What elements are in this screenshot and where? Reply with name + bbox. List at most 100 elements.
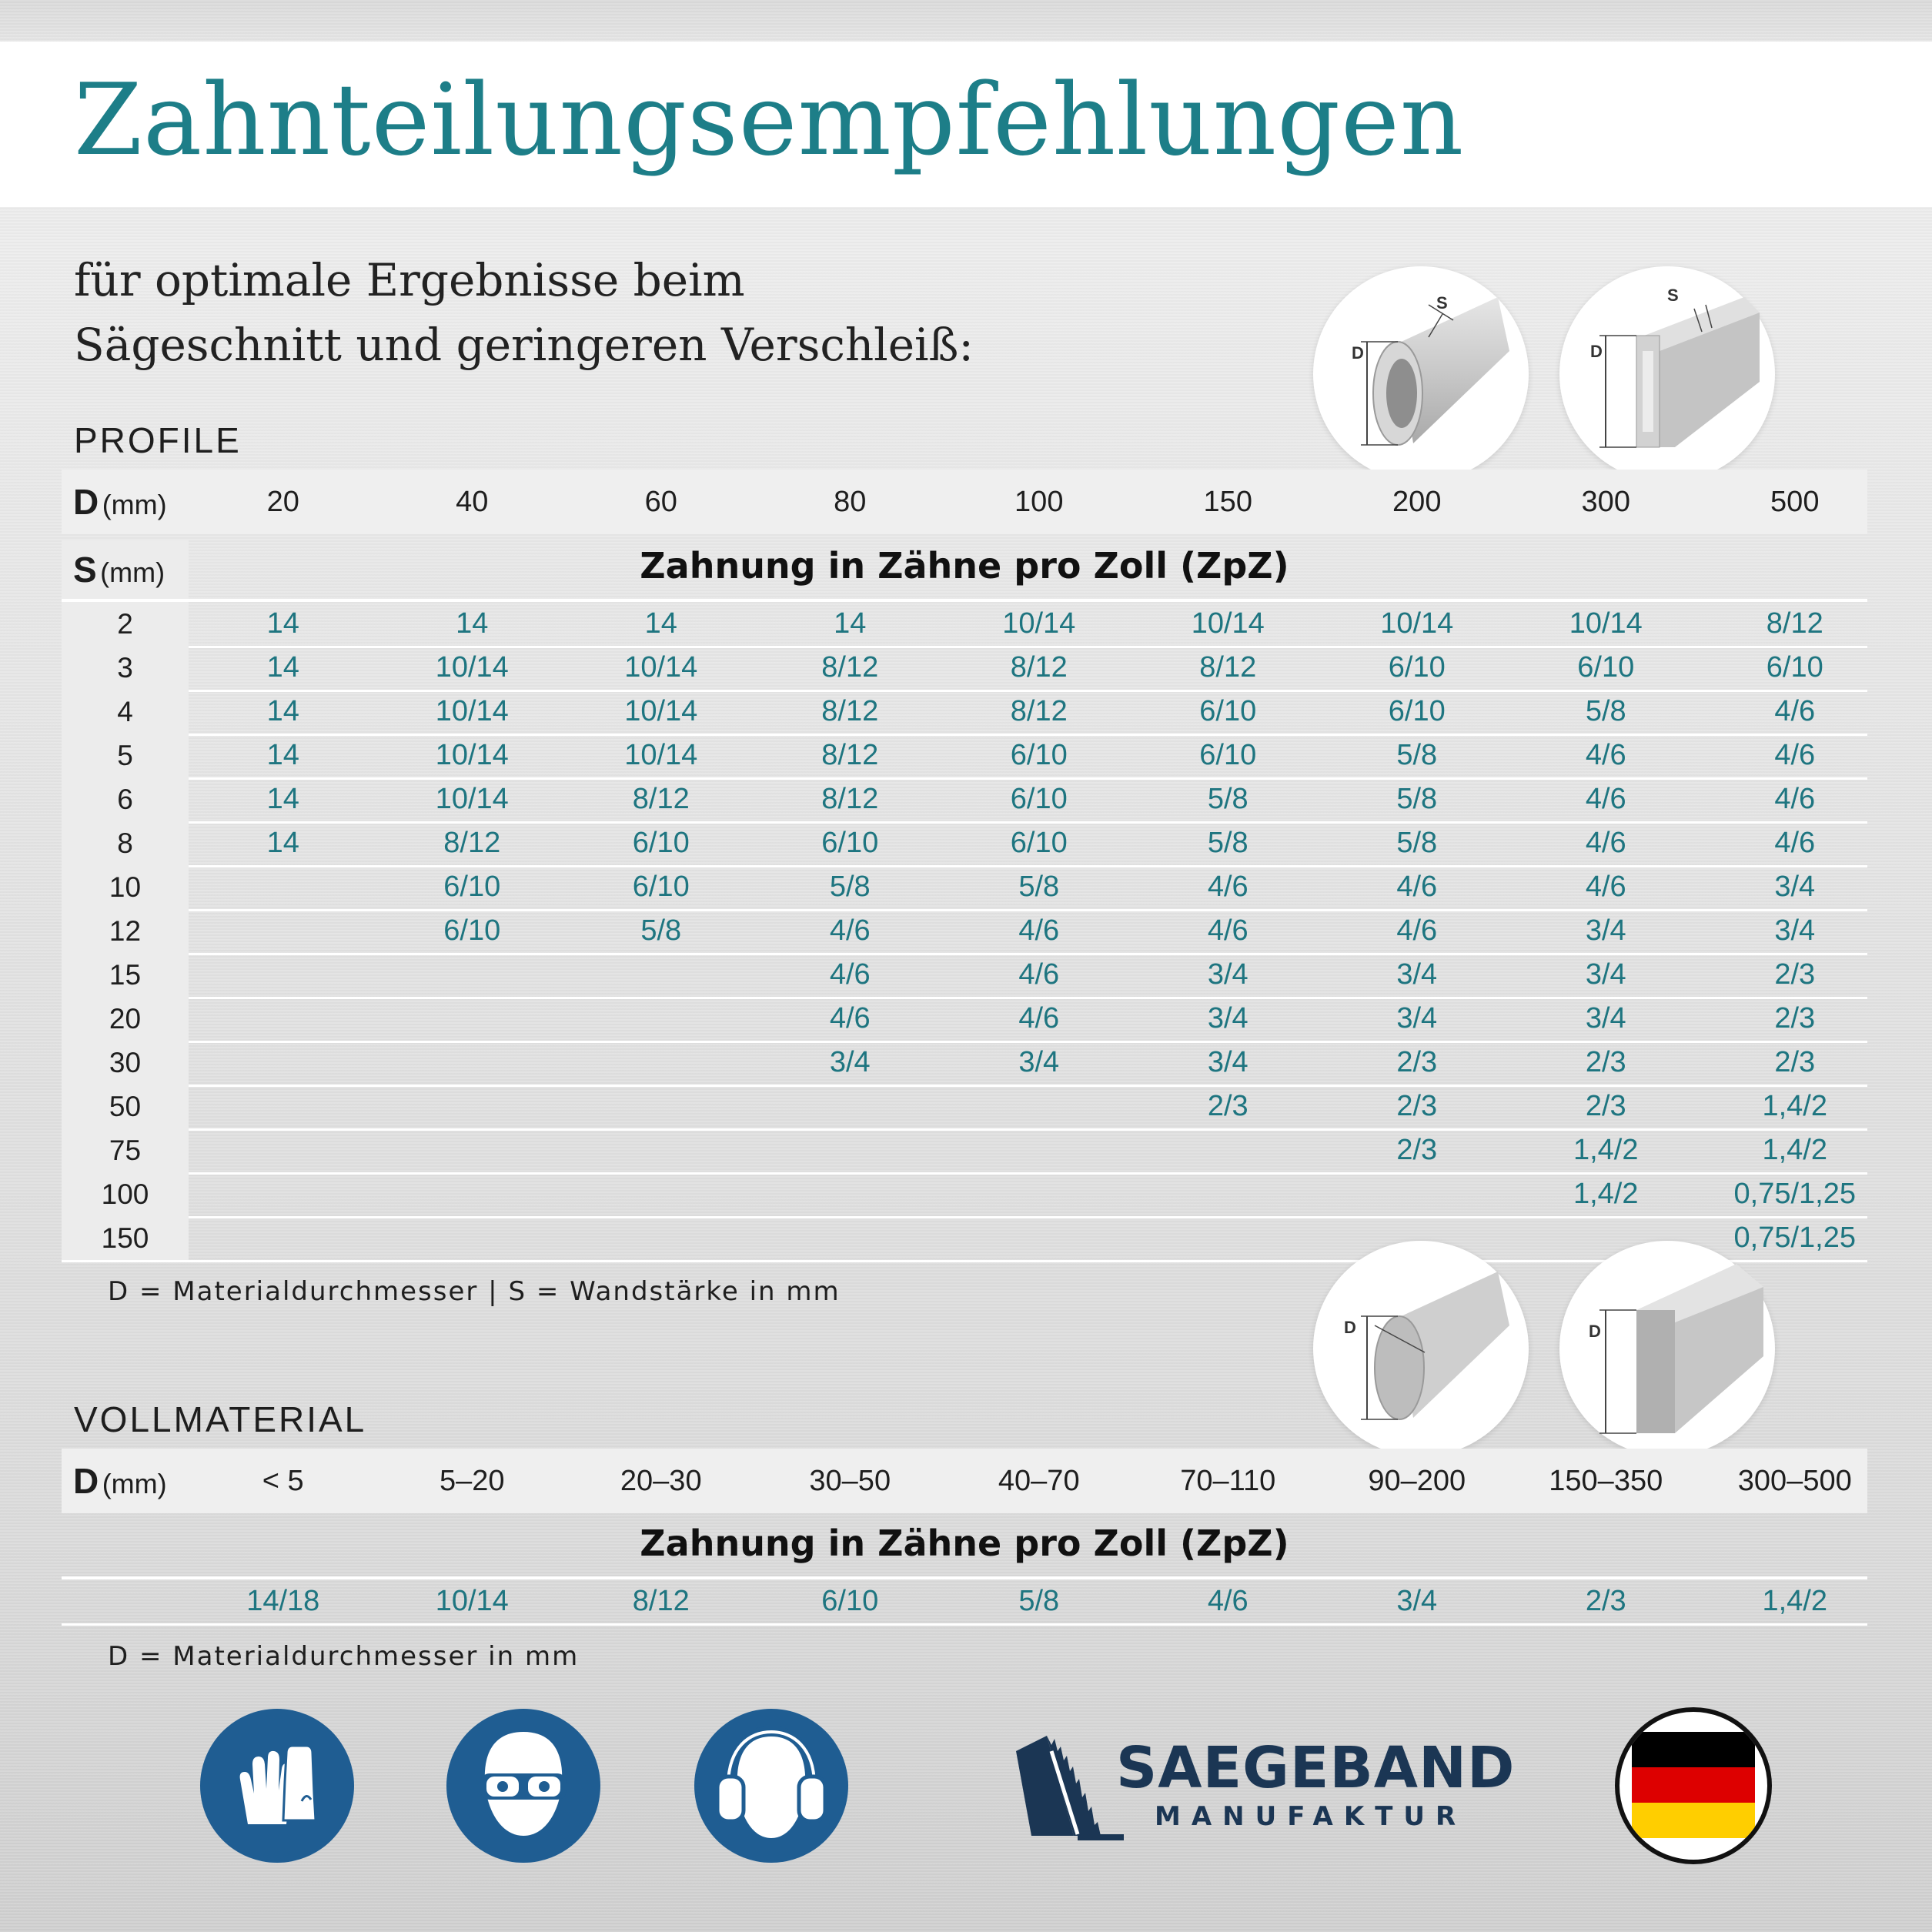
profile-d-value: 80 [834, 485, 867, 518]
zpz-value-cell: 0,75/1,25 [1733, 1222, 1856, 1254]
ibeam-profile-figure: D S [1559, 266, 1775, 482]
zpz-value-cell: 14 [266, 739, 299, 771]
vollmaterial-d-value: 30–50 [809, 1464, 891, 1497]
zpz-value-cell: 4/6 [1585, 827, 1626, 859]
table-row: 8 14 8/12 6/10 6/10 6/10 5/8 5/8 4/6 4/6 [62, 821, 1867, 867]
saegeband-logo: SAEGEBAND MANUFAKTUR [1001, 1724, 1514, 1847]
zpz-value-cell: 10/14 [435, 739, 509, 771]
vollmaterial-heading: VOLLMATERIAL [74, 1399, 367, 1439]
zpz-value-cell: 6/10 [1766, 651, 1823, 684]
zpz-value-cell: 8/12 [1010, 651, 1068, 684]
vollmaterial-d-value: 40–70 [998, 1464, 1080, 1497]
gloves-icon [200, 1709, 354, 1863]
vollmaterial-value: 4/6 [1207, 1585, 1248, 1617]
table-row: 150 0,75/1,25 [62, 1216, 1867, 1262]
zpz-value-cell: 8/12 [1199, 651, 1257, 684]
profile-s-value: 8 [62, 821, 189, 865]
zpz-value-cell: 4/6 [829, 1002, 871, 1035]
zpz-value-cell: 3/4 [1774, 871, 1816, 903]
intro-line-1: für optimale Ergebnisse beim [74, 254, 745, 306]
zpz-value-cell: 14 [266, 827, 299, 859]
zpz-value-cell: 5/8 [829, 871, 871, 903]
profile-d-value: 200 [1392, 485, 1442, 518]
zpz-value-cell: 6/10 [821, 827, 879, 859]
zpz-value-cell: 10/14 [435, 651, 509, 684]
zpz-value-cell: 10/14 [1191, 607, 1265, 640]
profile-d-value: 20 [266, 485, 299, 518]
logo-main-text: SAEGEBAND [1116, 1735, 1516, 1801]
zpz-value-cell: 8/12 [1010, 695, 1068, 727]
zpz-value-cell: 2/3 [1774, 958, 1816, 991]
profile-d-value: 150 [1203, 485, 1252, 518]
zpz-value-cell: 10/14 [1002, 607, 1076, 640]
zpz-value-cell: 2/3 [1585, 1090, 1626, 1122]
vollmaterial-value: 3/4 [1396, 1585, 1438, 1617]
zpz-value-cell: 4/6 [1018, 1002, 1060, 1035]
zpz-value-cell: 6/10 [1577, 651, 1635, 684]
table-row: 100 1,4/2 0,75/1,25 [62, 1172, 1867, 1218]
fig-d-label: D [1589, 1322, 1601, 1341]
zpz-value-cell: 3/4 [1396, 1002, 1438, 1035]
zpz-value-cell: 3/4 [1207, 1046, 1248, 1078]
zpz-value-cell: 6/10 [632, 871, 690, 903]
profile-d-value: 300 [1581, 485, 1630, 518]
zpz-value-cell: 6/10 [1010, 783, 1068, 815]
zpz-value-cell: 6/10 [1010, 739, 1068, 771]
safety-goggles-icon [446, 1709, 600, 1863]
zpz-value-cell: 10/14 [624, 695, 698, 727]
vollmaterial-value: 6/10 [821, 1585, 879, 1617]
profile-s-value: 3 [62, 646, 189, 690]
profile-s-value: 150 [62, 1216, 189, 1260]
logo-sub-text: MANUFAKTUR [1155, 1801, 1467, 1832]
profile-s-label: S (mm) [73, 550, 165, 590]
vollmaterial-zpz-heading: Zahnung in Zähne pro Zoll (ZpZ) [640, 1523, 1289, 1564]
profile-s-value: 12 [62, 909, 189, 953]
profile-note: D = Materialdurchmesser | S = Wandstärke… [108, 1276, 841, 1307]
profile-s-value: 10 [62, 865, 189, 909]
zpz-value-cell: 6/10 [1199, 739, 1257, 771]
vollmaterial-value: 1,4/2 [1762, 1585, 1828, 1617]
zpz-value-cell: 8/12 [821, 783, 879, 815]
zpz-value-cell: 8/12 [632, 783, 690, 815]
zpz-value-cell: 4/6 [1018, 958, 1060, 991]
table-row: 6 14 10/14 8/12 8/12 6/10 5/8 5/8 4/6 4/6 [62, 777, 1867, 824]
zpz-value-cell: 4/6 [1774, 783, 1816, 815]
intro-text: für optimale Ergebnisse beim Sägeschnitt… [74, 248, 1228, 377]
title-band [0, 42, 1932, 207]
zpz-value-cell: 10/14 [624, 651, 698, 684]
profile-d-value: 60 [644, 485, 677, 518]
vollmaterial-value: 10/14 [435, 1585, 509, 1617]
zpz-value-cell: 3/4 [1207, 958, 1248, 991]
zpz-value-cell: 6/10 [632, 827, 690, 859]
table-row: 2 14 14 14 14 10/14 10/14 10/14 10/14 8/12 [62, 602, 1867, 648]
saw-blade-logo-icon [1016, 1736, 1124, 1840]
zpz-value-cell: 2/3 [1207, 1090, 1248, 1122]
zpz-value-cell: 5/8 [1396, 739, 1438, 771]
zpz-value-cell: 3/4 [1585, 1002, 1626, 1035]
profile-s-value: 2 [62, 602, 189, 646]
profile-divider [62, 599, 1867, 602]
zpz-value-cell: 4/6 [1396, 914, 1438, 947]
zpz-value-cell: 4/6 [1396, 871, 1438, 903]
zpz-value-cell: 5/8 [1396, 783, 1438, 815]
profile-s-value: 20 [62, 997, 189, 1041]
table-row: 10 6/10 6/10 5/8 5/8 4/6 4/6 4/6 3/4 [62, 865, 1867, 911]
zpz-value-cell: 5/8 [1018, 871, 1060, 903]
zpz-value-cell: 5/8 [1207, 783, 1248, 815]
zpz-value-cell: 4/6 [829, 958, 871, 991]
vollmaterial-value: 2/3 [1585, 1585, 1626, 1617]
vollmaterial-value: 14/18 [246, 1585, 320, 1617]
profile-d-value: 500 [1770, 485, 1820, 518]
zpz-value-cell: 5/8 [1396, 827, 1438, 859]
tube-profile-figure: D S [1313, 266, 1529, 482]
table-row: 20 4/6 4/6 3/4 3/4 3/4 2/3 [62, 997, 1867, 1043]
zpz-value-cell: 10/14 [1380, 607, 1454, 640]
zpz-value-cell: 4/6 [1774, 695, 1816, 727]
zpz-value-cell: 2/3 [1774, 1002, 1816, 1035]
profile-s-value: 15 [62, 953, 189, 997]
zpz-value-cell: 4/6 [829, 914, 871, 947]
zpz-value-cell: 4/6 [1585, 871, 1626, 903]
square-bar-figure: D [1559, 1241, 1775, 1456]
zpz-value-cell: 14 [644, 607, 677, 640]
ear-protection-icon [694, 1709, 848, 1863]
